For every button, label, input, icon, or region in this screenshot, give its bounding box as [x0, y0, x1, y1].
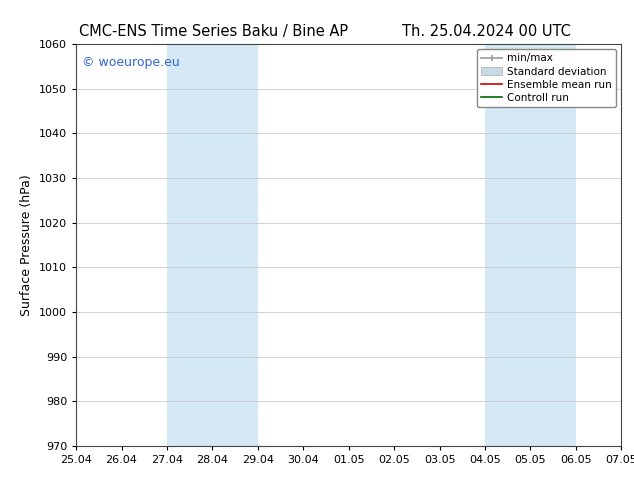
Text: CMC-ENS Time Series Baku / Bine AP: CMC-ENS Time Series Baku / Bine AP [79, 24, 348, 39]
Legend: min/max, Standard deviation, Ensemble mean run, Controll run: min/max, Standard deviation, Ensemble me… [477, 49, 616, 107]
Bar [485, 44, 576, 446]
Y-axis label: Surface Pressure (hPa): Surface Pressure (hPa) [20, 174, 34, 316]
Bar [167, 44, 258, 446]
Text: © woeurope.eu: © woeurope.eu [82, 56, 179, 69]
Text: Th. 25.04.2024 00 UTC: Th. 25.04.2024 00 UTC [402, 24, 571, 39]
